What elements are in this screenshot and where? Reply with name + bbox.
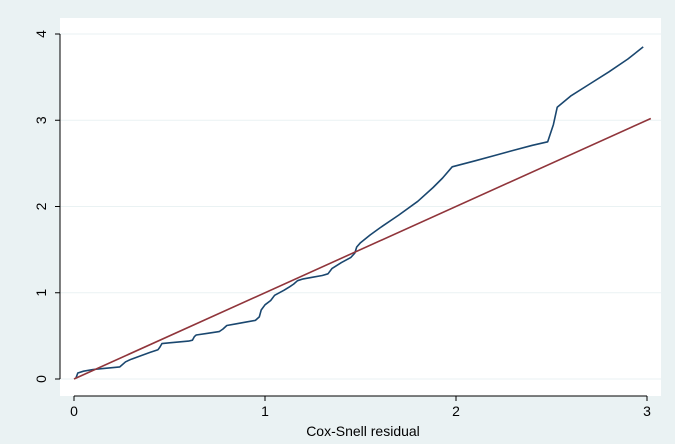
x-axis-title: Cox-Snell residual	[306, 423, 420, 439]
y-tick-label: 1	[33, 289, 49, 297]
y-tick-label: 4	[33, 30, 49, 38]
y-tick-label: 3	[33, 116, 49, 124]
cumulative-hazard-line	[75, 46, 644, 379]
reference-line	[73, 117, 652, 380]
x-tick-label: 1	[261, 403, 269, 419]
x-tick-label: 0	[70, 403, 78, 419]
x-tick-label: 3	[643, 403, 651, 419]
y-axis-ticks: 0 1 2 3 4	[33, 30, 60, 383]
y-tick-label: 0	[33, 375, 49, 383]
series-layer	[73, 46, 652, 380]
y-gridlines	[60, 33, 661, 380]
x-axis-ticks: 0 1 2 3	[70, 396, 651, 419]
x-tick-label: 2	[452, 403, 460, 419]
y-tick-label: 2	[33, 202, 49, 210]
